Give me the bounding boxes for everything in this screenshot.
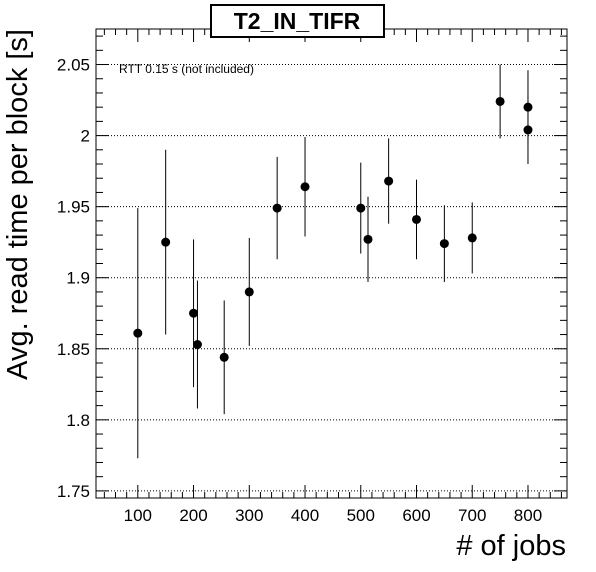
data-point xyxy=(363,234,373,244)
data-point xyxy=(161,237,171,247)
data-point xyxy=(192,340,202,350)
data-point xyxy=(219,352,229,362)
y-axis-title: Avg. read time per block [s] xyxy=(2,29,34,380)
y-tick-label: 2.05 xyxy=(57,56,90,75)
data-point xyxy=(244,287,254,297)
y-tick-label: 1.8 xyxy=(66,411,90,430)
data-point xyxy=(523,125,533,135)
data-point xyxy=(300,182,310,192)
title-box xyxy=(210,4,385,38)
y-tick-label: 1.95 xyxy=(57,198,90,217)
x-tick-label: 600 xyxy=(402,506,430,525)
grid-lines xyxy=(96,64,567,492)
x-tick-label: 300 xyxy=(235,506,263,525)
data-point xyxy=(467,233,477,243)
x-tick-label: 400 xyxy=(291,506,319,525)
y-tick-label: 1.85 xyxy=(57,340,90,359)
x-tick-label: 700 xyxy=(458,506,486,525)
data-point xyxy=(439,239,449,249)
x-tick-label: 800 xyxy=(514,506,542,525)
data-point xyxy=(272,203,282,213)
rtt-annotation: RTT 0.15 s (not included) xyxy=(119,62,254,76)
y-tick-label: 1.75 xyxy=(57,482,90,501)
y-tick-label: 1.9 xyxy=(66,269,90,288)
data-series xyxy=(133,64,533,459)
x-tick-label: 100 xyxy=(124,506,152,525)
chart-title: T2_IN_TIFR xyxy=(234,8,361,34)
x-tick-labels: 100 200 300 400 500 600 700 800 xyxy=(124,506,543,525)
x-axis-title: # of jobs xyxy=(456,530,566,562)
x-tick-label: 500 xyxy=(347,506,375,525)
y-tick-labels: 1.75 1.8 1.85 1.9 1.95 2 2.05 xyxy=(57,56,90,501)
x-tick-label: 200 xyxy=(179,506,207,525)
data-point xyxy=(495,96,505,106)
data-point xyxy=(133,328,143,338)
data-point xyxy=(189,308,199,318)
data-point xyxy=(412,214,422,224)
y-tick-label: 2 xyxy=(81,127,90,146)
data-point xyxy=(356,203,366,213)
data-point xyxy=(384,176,394,186)
